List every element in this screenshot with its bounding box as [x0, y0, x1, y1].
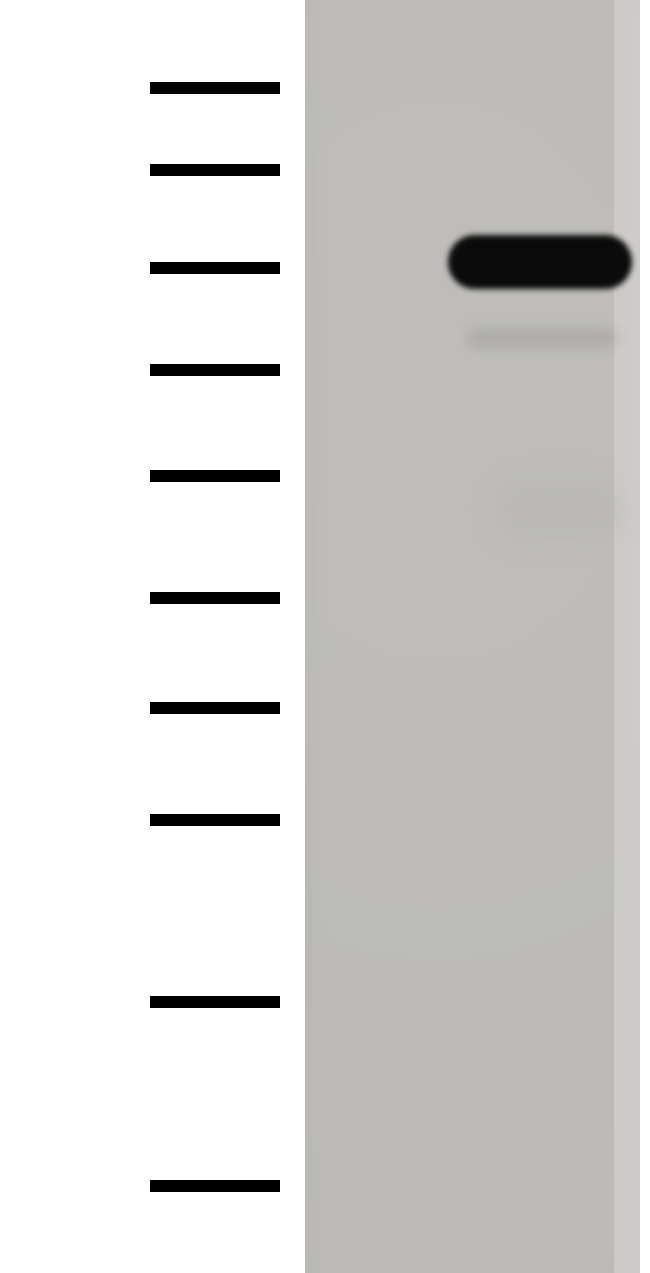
marker-tick — [150, 364, 280, 376]
marker-tick — [150, 996, 280, 1008]
faint-smudge-55 — [495, 480, 625, 540]
blot-membrane — [305, 0, 640, 1273]
marker-tick — [150, 814, 280, 826]
marker-tick — [150, 262, 280, 274]
main-band — [448, 235, 632, 289]
marker-tick — [150, 702, 280, 714]
marker-tick — [150, 592, 280, 604]
marker-tick — [150, 1180, 280, 1192]
molecular-weight-ladder: 17013010070554035251510 — [0, 0, 280, 1273]
western-blot-figure: 17013010070554035251510 — [0, 0, 650, 1273]
marker-tick — [150, 82, 280, 94]
blot-right-edge-highlight — [614, 0, 640, 1273]
marker-tick — [150, 470, 280, 482]
marker-tick — [150, 164, 280, 176]
faint-band-70 — [467, 328, 617, 348]
blot-texture — [305, 0, 640, 1273]
